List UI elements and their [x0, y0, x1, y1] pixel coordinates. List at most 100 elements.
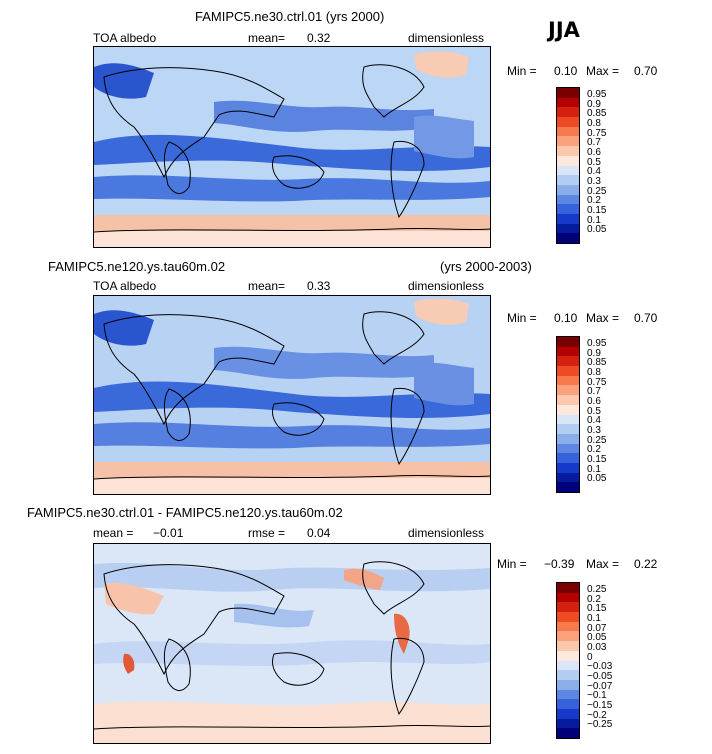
panel3-units: dimensionless: [408, 526, 485, 540]
colorbar-label: 0.4: [587, 166, 601, 178]
colorbar-label: 0.15: [587, 603, 607, 615]
colorbar-swatch: [557, 107, 579, 118]
colorbar-label: −0.15: [587, 700, 613, 712]
colorbar-swatch: [557, 204, 579, 214]
panel3-max-label: Max =: [586, 557, 620, 571]
panel3-colorbar-swatches: [557, 583, 579, 738]
colorbar-label: −0.25: [587, 719, 613, 731]
panel2-map-graphic: [94, 296, 490, 494]
colorbar-swatch: [557, 718, 579, 729]
panel2-map: [93, 295, 491, 495]
colorbar-swatch: [557, 88, 579, 98]
colorbar-label: 0.25: [587, 583, 607, 595]
colorbar-swatch: [557, 165, 579, 176]
colorbar-swatch: [557, 472, 579, 483]
colorbar-swatch: [557, 346, 579, 357]
colorbar-label: 0.05: [587, 473, 607, 485]
panel2-mean-value: 0.33: [307, 279, 331, 293]
panel1-max-label: Max =: [586, 64, 620, 78]
panel1-field-label: TOA albedo: [93, 31, 157, 45]
colorbar-swatch: [557, 155, 579, 166]
colorbar-swatch: [557, 612, 579, 622]
panel1-mean-label: mean=: [248, 31, 286, 45]
panel3-max-value: 0.22: [634, 557, 658, 571]
panel3-min-value: −0.39: [544, 557, 575, 571]
colorbar-label: 0.5: [587, 405, 601, 417]
panel2-colorbar-swatches: [557, 337, 579, 492]
colorbar-label: 0.75: [587, 127, 607, 139]
panel2-units: dimensionless: [408, 279, 485, 293]
panel3-title: FAMIPC5.ne30.ctrl.01 - FAMIPC5.ne120.ys.…: [27, 505, 343, 520]
colorbar-swatch: [557, 592, 579, 603]
colorbar-label: 0.25: [587, 434, 607, 446]
colorbar-swatch: [557, 631, 579, 642]
colorbar-swatch: [557, 689, 579, 700]
colorbar-label: −0.03: [587, 661, 613, 673]
colorbar-label: 0.85: [587, 108, 607, 120]
panel1-units: dimensionless: [408, 31, 485, 45]
colorbar-swatch: [557, 117, 579, 127]
colorbar-label: 0.05: [587, 224, 607, 236]
colorbar-label: 0.4: [587, 415, 601, 427]
colorbar-swatch: [557, 650, 579, 661]
colorbar-swatch: [557, 97, 579, 108]
panel3-mean-label: mean =: [93, 526, 134, 540]
colorbar-label: 0.85: [587, 357, 607, 369]
colorbar-label: 0.8: [587, 366, 601, 378]
colorbar-label: 0.6: [587, 395, 601, 407]
colorbar-swatch: [557, 443, 579, 454]
colorbar-label: 0.1: [587, 463, 601, 475]
colorbar-swatch: [557, 583, 579, 593]
colorbar-swatch: [557, 728, 579, 738]
panel2-max-label: Max =: [586, 311, 620, 325]
colorbar-swatch: [557, 395, 579, 405]
colorbar-label: 0.9: [587, 347, 601, 359]
colorbar-label: 0.1: [587, 612, 601, 624]
panel2-field-label: TOA albedo: [93, 279, 157, 293]
colorbar-swatch: [557, 337, 579, 347]
colorbar-swatch: [557, 453, 579, 463]
colorbar-swatch: [557, 679, 579, 690]
colorbar-label: 0.75: [587, 376, 607, 388]
colorbar-swatch: [557, 602, 579, 613]
panel1-title: FAMIPC5.ne30.ctrl.01 (yrs 2000): [195, 9, 385, 24]
colorbar-swatch: [557, 699, 579, 709]
colorbar-label: 0: [587, 651, 593, 663]
colorbar-label: 0.2: [587, 593, 601, 605]
colorbar-label: 0.7: [587, 386, 601, 398]
panel3-min-label: Min =: [497, 557, 527, 571]
colorbar-swatch: [557, 404, 579, 415]
colorbar-swatch: [557, 670, 579, 680]
panel1-colorbar: [556, 87, 580, 244]
panel3-rmse-value: 0.04: [307, 526, 331, 540]
panel3-map-graphic: [94, 544, 490, 743]
colorbar-swatch: [557, 146, 579, 156]
colorbar-label: −0.07: [587, 680, 613, 692]
colorbar-label: −0.2: [587, 709, 607, 721]
colorbar-swatch: [557, 175, 579, 185]
colorbar-swatch: [557, 366, 579, 376]
colorbar-swatch: [557, 223, 579, 234]
colorbar-swatch: [557, 641, 579, 651]
panel2-years: (yrs 2000-2003): [440, 259, 532, 274]
panel1-colorbar-swatches: [557, 88, 579, 243]
colorbar-swatch: [557, 621, 579, 632]
season-label: JJA: [548, 18, 580, 42]
colorbar-label: 0.15: [587, 454, 607, 466]
panel1-map: [93, 46, 491, 248]
colorbar-label: 0.07: [587, 622, 607, 634]
colorbar-swatch: [557, 126, 579, 137]
colorbar-swatch: [557, 184, 579, 195]
colorbar-swatch: [557, 194, 579, 205]
panel3-mean-value: −0.01: [153, 526, 184, 540]
colorbar-swatch: [557, 356, 579, 367]
colorbar-swatch: [557, 424, 579, 434]
colorbar-label: 0.3: [587, 425, 601, 437]
colorbar-swatch: [557, 462, 579, 473]
colorbar-label: 0.05: [587, 632, 607, 644]
panel2-mean-label: mean=: [248, 279, 286, 293]
panel2-title: FAMIPC5.ne120.ys.tau60m.02: [48, 259, 226, 274]
panel2-min-label: Min =: [507, 311, 537, 325]
panel1-max-value: 0.70: [634, 64, 658, 78]
colorbar-label: 0.95: [587, 88, 607, 100]
